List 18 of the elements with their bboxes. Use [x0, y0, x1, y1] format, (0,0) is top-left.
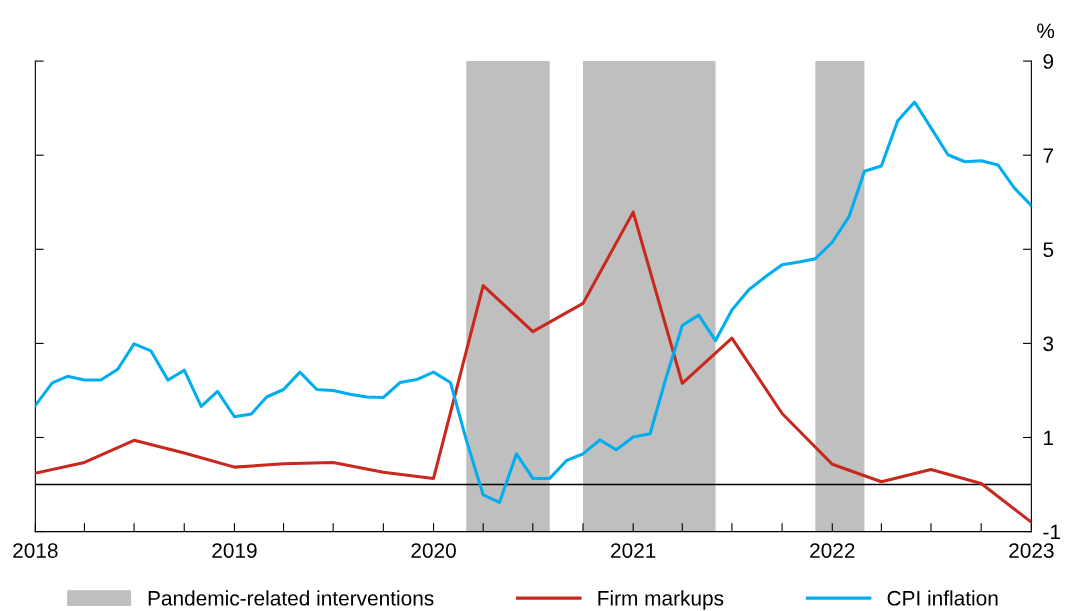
- y-tick-label: 3: [1043, 336, 1054, 352]
- x-tick-label: 2019: [212, 543, 257, 558]
- line-series: [35, 100, 1032, 504]
- legend-label: CPI inflation: [887, 590, 998, 606]
- x-tick-label: 2020: [411, 543, 456, 558]
- legend-label: Firm markups: [598, 590, 724, 610]
- legend-label: Pandemic-related interventions: [148, 590, 434, 606]
- x-tick-label: 2022: [810, 543, 855, 558]
- x-tick-label: 2023: [1009, 543, 1054, 558]
- y-tick-label: -1: [1043, 524, 1060, 540]
- y-tick-label: 1: [1044, 430, 1054, 446]
- y-tick-label: 7: [1043, 148, 1054, 163]
- y-tick-label: 5: [1043, 242, 1054, 258]
- y-axis-title: %: [1037, 23, 1055, 39]
- x-tick-label: 2021: [611, 543, 656, 558]
- y-tick-label: 9: [1043, 54, 1054, 69]
- line-series: [35, 210, 1032, 524]
- x-tick-label: 2018: [13, 543, 58, 558]
